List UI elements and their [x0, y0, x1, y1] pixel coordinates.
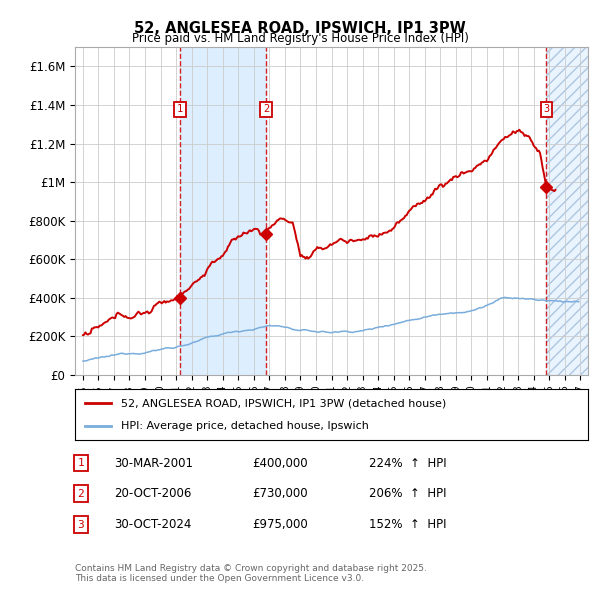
Text: 152%  ↑  HPI: 152% ↑ HPI: [369, 518, 446, 531]
Text: 1: 1: [177, 104, 183, 114]
Text: 3: 3: [77, 520, 85, 529]
Text: Price paid vs. HM Land Registry's House Price Index (HPI): Price paid vs. HM Land Registry's House …: [131, 32, 469, 45]
Text: HPI: Average price, detached house, Ipswich: HPI: Average price, detached house, Ipsw…: [121, 421, 369, 431]
Text: 30-OCT-2024: 30-OCT-2024: [114, 518, 191, 531]
Bar: [547, 47, 588, 375]
Text: 20-OCT-2006: 20-OCT-2006: [114, 487, 191, 500]
Text: 2: 2: [77, 489, 85, 499]
Text: Contains HM Land Registry data © Crown copyright and database right 2025.
This d: Contains HM Land Registry data © Crown c…: [75, 563, 427, 583]
Text: 52, ANGLESEA ROAD, IPSWICH, IP1 3PW: 52, ANGLESEA ROAD, IPSWICH, IP1 3PW: [134, 21, 466, 35]
Text: 2: 2: [263, 104, 269, 114]
Text: 30-MAR-2001: 30-MAR-2001: [114, 457, 193, 470]
Bar: [180, 47, 266, 375]
Text: £730,000: £730,000: [252, 487, 308, 500]
Text: 3: 3: [544, 104, 550, 114]
Text: 206%  ↑  HPI: 206% ↑ HPI: [369, 487, 446, 500]
Text: £975,000: £975,000: [252, 518, 308, 531]
Text: 52, ANGLESEA ROAD, IPSWICH, IP1 3PW (detached house): 52, ANGLESEA ROAD, IPSWICH, IP1 3PW (det…: [121, 398, 446, 408]
Text: £400,000: £400,000: [252, 457, 308, 470]
Text: 1: 1: [77, 458, 85, 468]
Text: 224%  ↑  HPI: 224% ↑ HPI: [369, 457, 446, 470]
Bar: [547, 47, 588, 375]
